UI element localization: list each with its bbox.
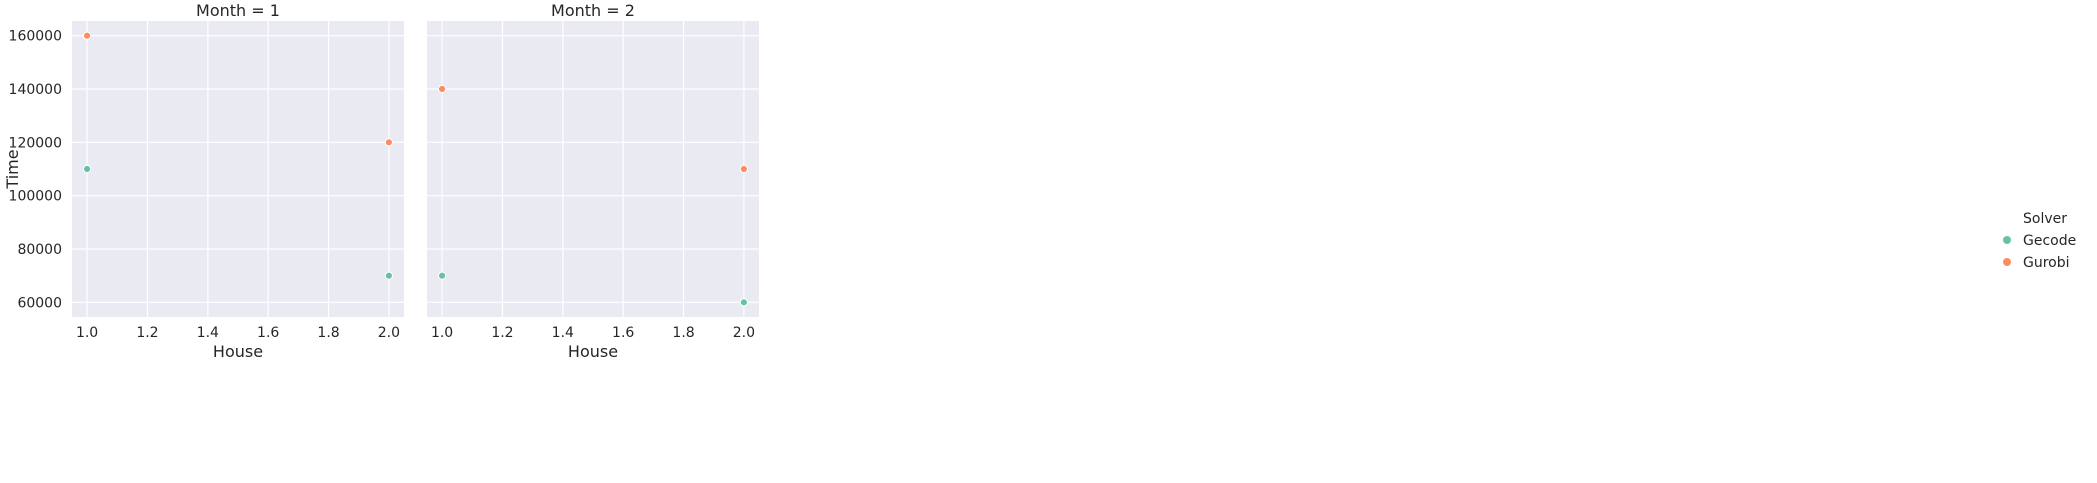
plot-area-background — [72, 21, 404, 317]
y-tick-label: 60000 — [17, 295, 62, 311]
legend-marker-gurobi — [2002, 257, 2012, 267]
x-tick-label: 1.6 — [612, 325, 634, 341]
x-tick-label: 1.6 — [257, 325, 279, 341]
y-tick-label: 100000 — [9, 189, 62, 205]
x-tick-label: 1.8 — [317, 325, 339, 341]
scatter-point-gurobi — [82, 31, 92, 40]
x-tick-label: 1.2 — [491, 325, 513, 341]
legend-label-gurobi: Gurobi — [2023, 255, 2070, 271]
scatter-point-gurobi — [437, 84, 447, 94]
x-tick-label: 1.4 — [552, 325, 574, 341]
x-axis-label: House — [213, 342, 263, 361]
x-tick-label: 1.0 — [431, 325, 453, 341]
legend-label-gecode: Gecode — [2023, 233, 2076, 249]
legend-marker-gecode — [2002, 235, 2012, 245]
x-tick-label: 2.0 — [733, 325, 755, 341]
scatter-point-gurobi — [739, 164, 749, 174]
shared-y-axis: 60000 80000 100000 120000 140000 160000 Time — [3, 29, 62, 312]
y-tick-label: 120000 — [9, 135, 62, 151]
facet-panel-month-1: 1.0 1.2 1.4 1.6 1.8 2.0 House Month = 1 — [72, 1, 404, 361]
x-tick-label: 1.0 — [76, 325, 98, 341]
y-tick-label: 140000 — [9, 82, 62, 98]
scatter-point-gecode — [384, 271, 394, 280]
facet-panel-month-2: 1.0 1.2 1.4 1.6 1.8 2.0 House Month = 2 — [427, 1, 759, 361]
facet-title: Month = 2 — [551, 1, 635, 20]
scatter-point-gurobi — [384, 138, 394, 147]
scatter-point-gecode — [437, 271, 447, 280]
scatter-point-gecode — [82, 164, 92, 174]
y-tick-label: 160000 — [9, 29, 62, 45]
x-tick-label: 1.8 — [672, 325, 694, 341]
facet-title: Month = 1 — [196, 1, 280, 20]
legend-title: Solver — [2023, 211, 2067, 227]
scatter-point-gecode — [739, 298, 749, 307]
plot-area-background — [427, 21, 759, 317]
y-axis-label: Time — [3, 149, 22, 189]
x-tick-label: 2.0 — [378, 325, 400, 341]
x-axis-label: House — [568, 342, 618, 361]
legend: Solver Gecode Gurobi — [2002, 211, 2076, 271]
y-tick-label: 80000 — [17, 242, 62, 258]
x-tick-label: 1.2 — [136, 325, 158, 341]
x-tick-label: 1.4 — [197, 325, 219, 341]
